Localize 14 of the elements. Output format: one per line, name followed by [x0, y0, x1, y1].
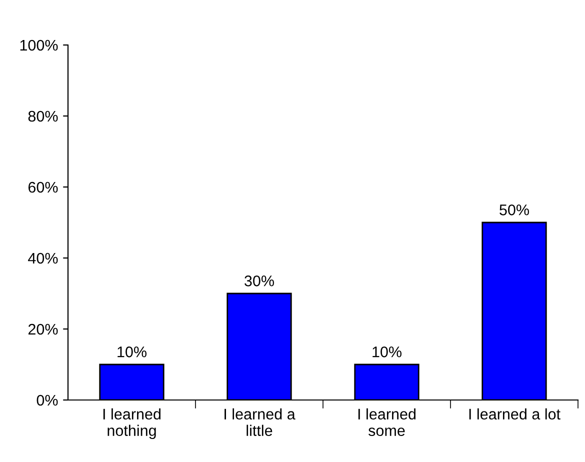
x-tick-label: I learned some	[358, 408, 416, 436]
data-label: 30%	[244, 275, 274, 286]
x-tick-label: I learned a lot	[469, 408, 560, 420]
data-label: 50%	[500, 204, 529, 216]
x-tick-label: I learned a little	[224, 408, 296, 436]
y-tick-label: 80%	[28, 110, 58, 122]
data-label: 10%	[372, 346, 402, 358]
data-label: 10%	[118, 346, 146, 358]
y-tick-label: 100%	[20, 40, 58, 51]
x-tick-label: I learned nothing	[103, 408, 160, 440]
y-tick-label: 40%	[28, 252, 58, 264]
y-tick-label: 60%	[28, 182, 58, 193]
y-tick-label: 20%	[28, 324, 58, 335]
y-tick-label: 0%	[36, 394, 58, 406]
